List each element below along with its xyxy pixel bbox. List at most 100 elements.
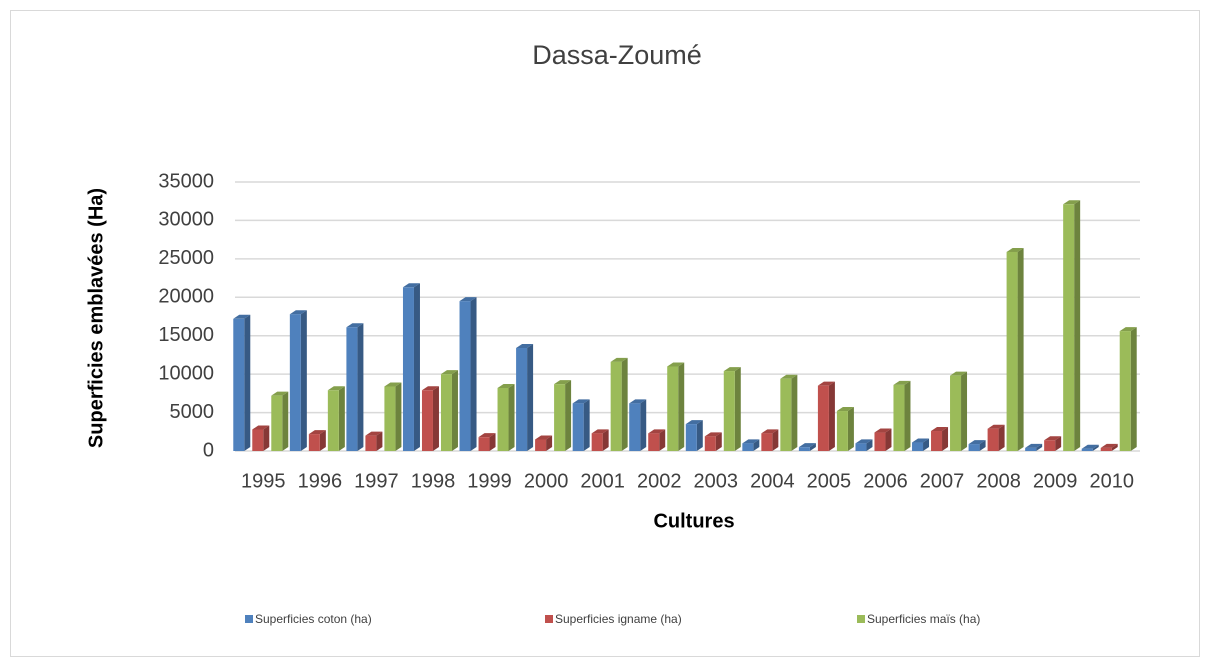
bar-side — [847, 407, 854, 451]
bar-top — [289, 310, 307, 315]
bar-top — [554, 380, 572, 385]
bar-top — [968, 440, 986, 445]
x-tick-label: 2006 — [863, 470, 908, 492]
bar-top — [667, 362, 685, 367]
bar-side — [413, 283, 420, 451]
bar — [610, 361, 622, 451]
bar-side — [338, 386, 345, 451]
bar-side — [357, 323, 364, 451]
bar-top — [516, 344, 534, 349]
bar — [685, 424, 697, 451]
bar — [440, 374, 452, 451]
bar-top — [535, 435, 553, 440]
bar-top — [874, 428, 892, 433]
bar-side — [1074, 200, 1081, 451]
bar-top — [893, 380, 911, 385]
bar-top — [685, 420, 703, 425]
bar — [1025, 447, 1037, 451]
bar — [987, 428, 999, 451]
bar — [704, 436, 716, 451]
bar-side — [546, 435, 553, 451]
y-tick-label: 5000 — [170, 401, 215, 423]
bar-top — [346, 323, 364, 328]
chart-border — [10, 10, 1200, 657]
bar-top — [704, 432, 722, 437]
y-tick-label: 15000 — [158, 324, 214, 346]
bar-side — [942, 427, 949, 451]
bar-top — [817, 381, 835, 386]
y-tick-label: 0 — [203, 439, 214, 461]
bar-top — [1063, 200, 1081, 205]
bar-side — [734, 367, 741, 451]
bar — [874, 432, 886, 451]
bar-top — [610, 357, 628, 362]
bar-side — [678, 362, 685, 451]
bar-top — [252, 425, 270, 430]
bar-top — [478, 433, 496, 438]
legend-label: Superficies igname (ha) — [555, 612, 682, 626]
bar-top — [233, 314, 251, 319]
legend-label: Superficies maïs (ha) — [867, 612, 980, 626]
legend-label: Superficies coton (ha) — [255, 612, 372, 626]
bar-top — [648, 429, 666, 434]
bar — [252, 429, 264, 451]
bar-top — [1100, 443, 1118, 448]
x-axis-label: Cultures — [653, 510, 734, 532]
bar — [497, 387, 509, 451]
bar — [1081, 448, 1093, 451]
bar — [346, 327, 358, 451]
bar-side — [715, 432, 722, 451]
bar — [271, 395, 283, 451]
bar — [233, 318, 245, 451]
bar-side — [376, 431, 383, 451]
x-tick-label: 1995 — [241, 470, 286, 492]
bar-side — [1092, 444, 1099, 451]
bar — [289, 314, 301, 451]
bar-top — [402, 283, 420, 288]
bar-side — [1036, 443, 1043, 451]
bar-top — [1044, 436, 1062, 441]
bar-side — [470, 297, 477, 451]
bar — [780, 378, 792, 451]
bar-side — [904, 380, 911, 451]
bar-side — [696, 420, 703, 451]
bar-side — [961, 371, 968, 451]
bar-side — [923, 438, 930, 451]
bar-top — [723, 367, 741, 372]
bar-top — [629, 399, 647, 404]
bar-top — [912, 438, 930, 443]
x-tick-label: 2005 — [807, 470, 852, 492]
bar — [723, 371, 735, 451]
bar — [591, 433, 603, 451]
bar-top — [742, 439, 760, 444]
bar-top — [780, 374, 798, 379]
chart-title: Dassa-Zoumé — [532, 40, 702, 70]
bar-side — [583, 399, 590, 451]
bar-side — [659, 429, 666, 451]
bar-side — [565, 380, 572, 451]
legend-swatch — [545, 615, 553, 623]
bar-side — [809, 443, 816, 451]
bar-top — [1081, 444, 1099, 449]
bar-top — [327, 386, 345, 391]
bar-top — [1119, 327, 1137, 332]
bar-side — [1111, 443, 1118, 451]
bar — [308, 434, 320, 451]
bar — [648, 433, 660, 451]
bar-top — [855, 439, 873, 444]
x-tick-label: 2002 — [637, 470, 682, 492]
x-tick-label: 2009 — [1033, 470, 1078, 492]
bar-side — [885, 428, 892, 451]
legend-swatch — [857, 615, 865, 623]
bar-side — [866, 439, 873, 451]
bar-top — [1006, 247, 1024, 252]
bar — [535, 439, 547, 451]
x-tick-label: 1997 — [354, 470, 399, 492]
bar — [893, 384, 905, 451]
bar-side — [979, 440, 986, 451]
bar — [968, 444, 980, 451]
bar-side — [998, 424, 1005, 451]
y-tick-label: 35000 — [158, 170, 214, 192]
x-tick-label: 1996 — [298, 470, 343, 492]
